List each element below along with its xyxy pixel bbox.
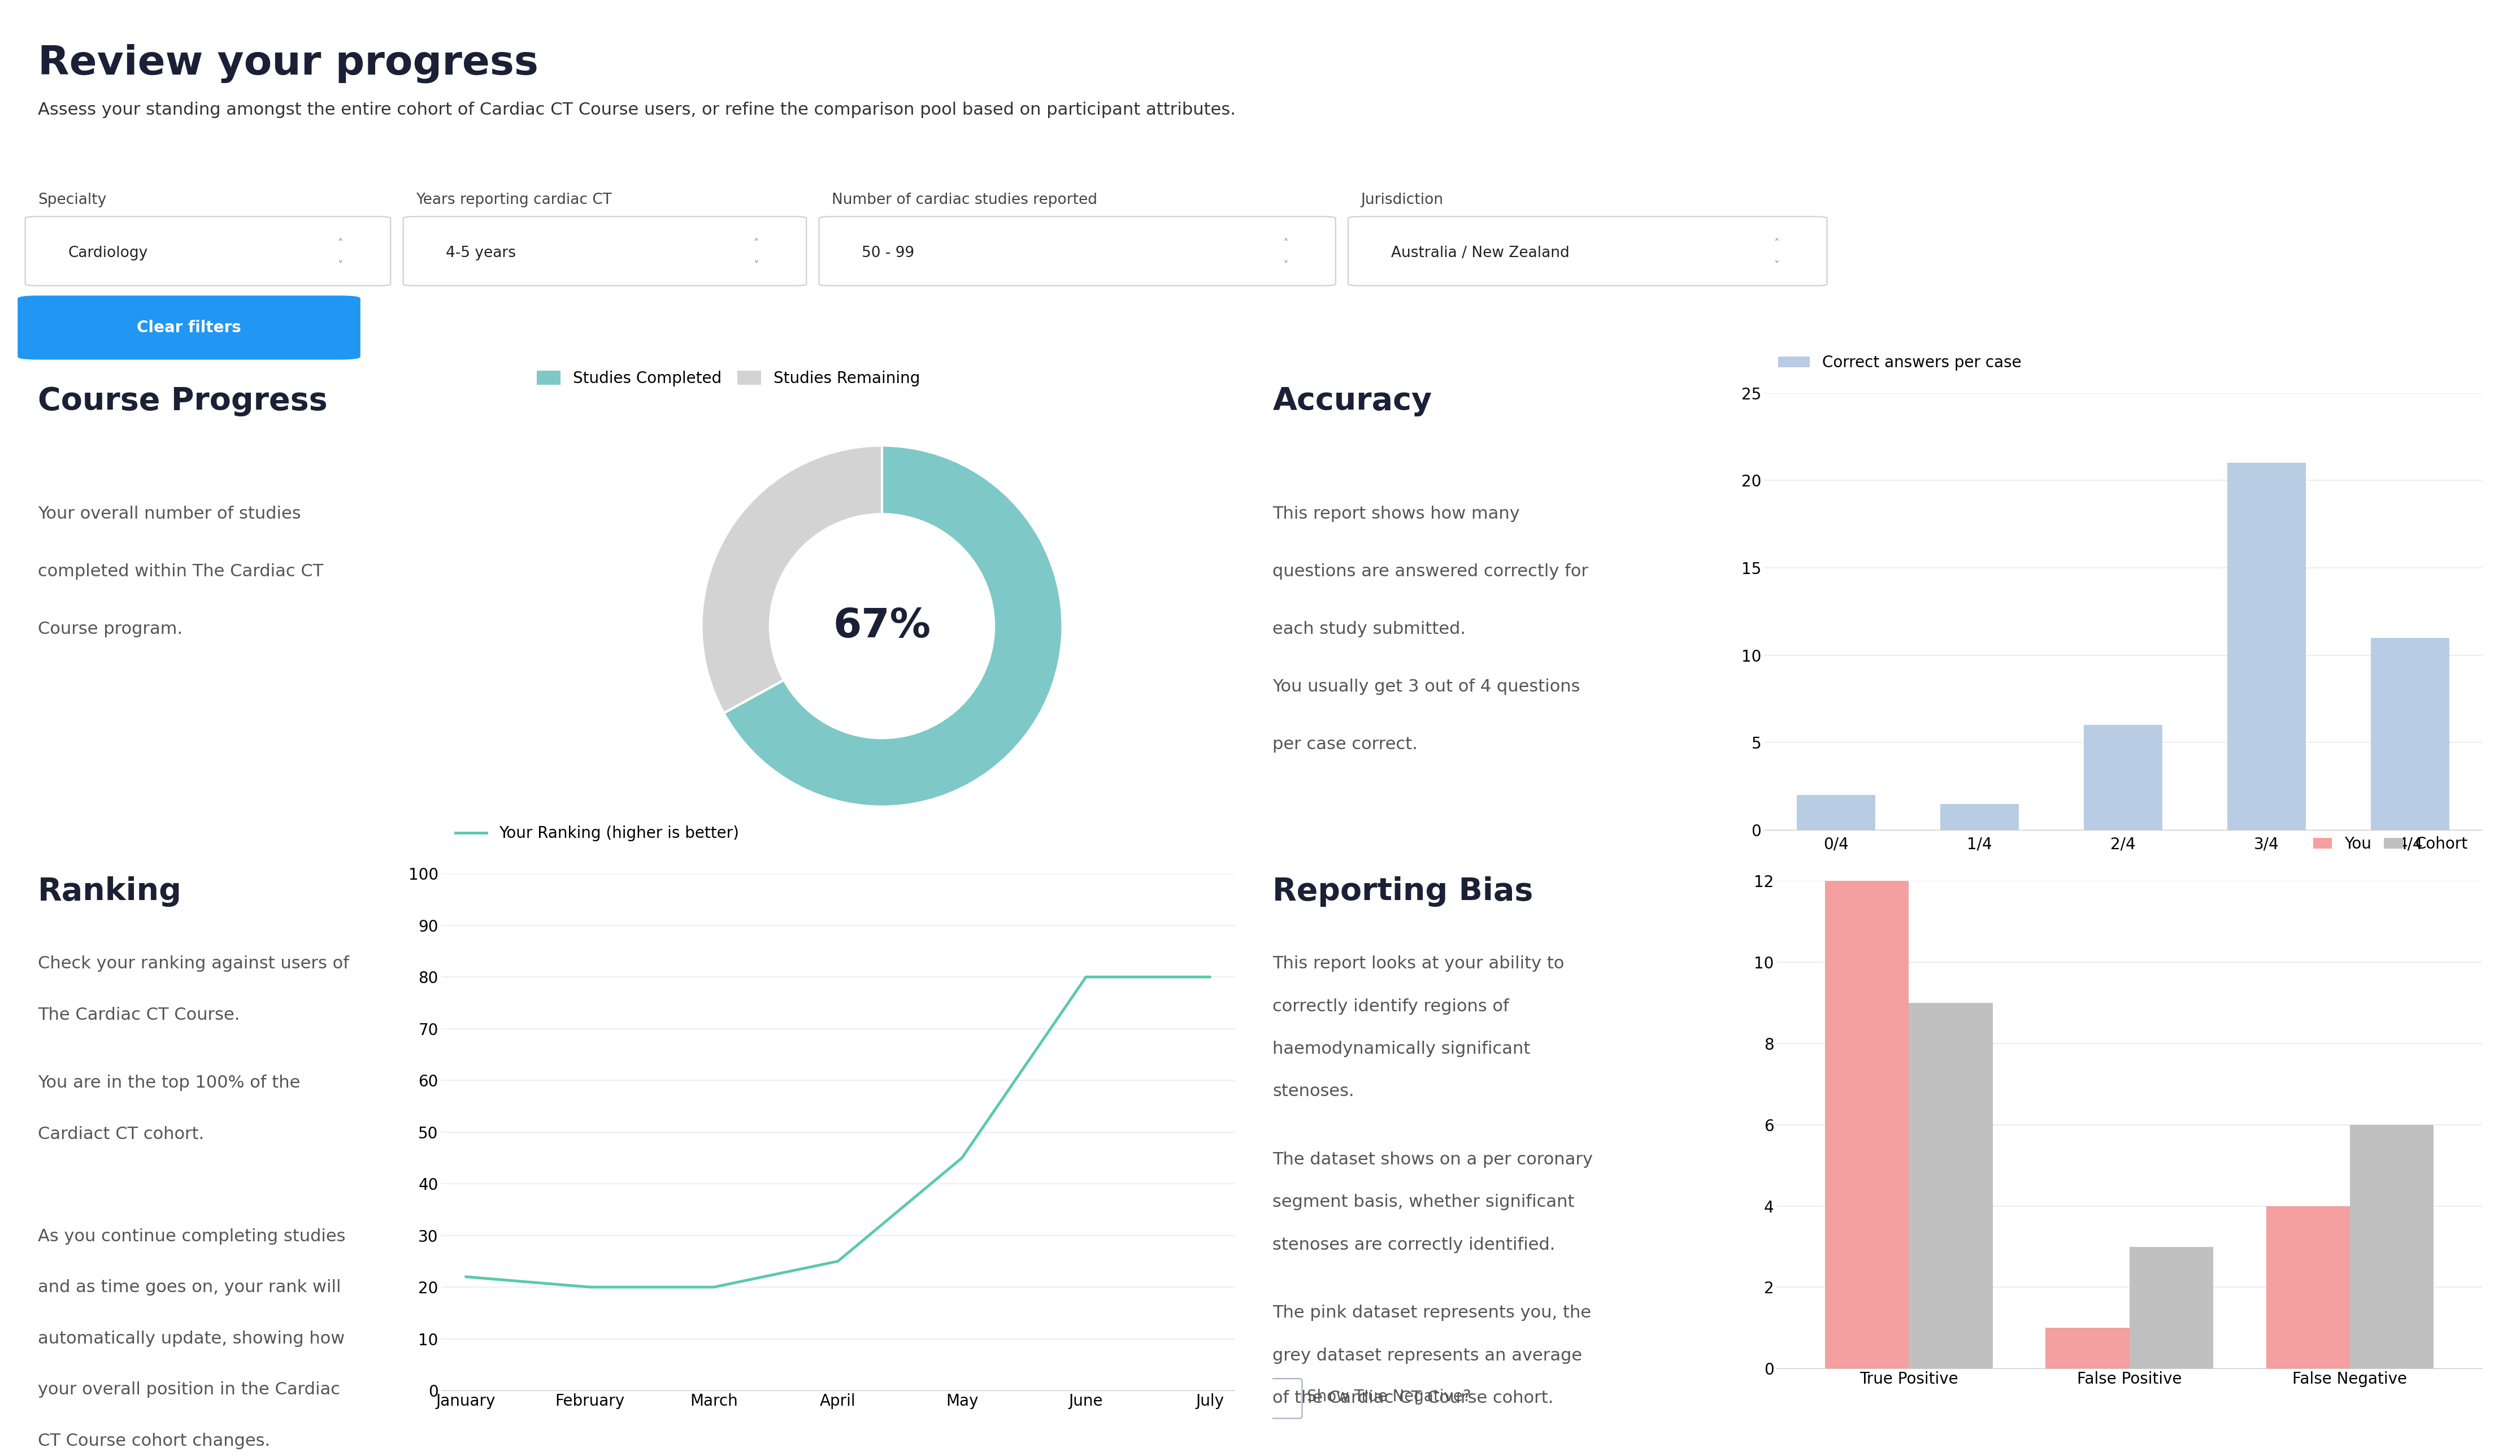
Text: ˄: ˄ [753, 239, 759, 249]
Text: ˅: ˅ [753, 261, 759, 271]
Bar [1940, 804, 2019, 830]
Text: The Cardiac CT Course.: The Cardiac CT Course. [38, 1006, 239, 1024]
Text: completed within The Cardiac CT: completed within The Cardiac CT [38, 563, 323, 579]
Text: You usually get 3 out of 4 questions: You usually get 3 out of 4 questions [1273, 678, 1580, 695]
Text: Australia / New Zealand: Australia / New Zealand [1391, 246, 1570, 261]
Bar [1824, 881, 1910, 1369]
Text: The pink dataset represents you, the: The pink dataset represents you, the [1273, 1305, 1590, 1321]
Text: ˄: ˄ [1774, 239, 1779, 249]
Bar [2084, 725, 2162, 830]
Text: questions are answered correctly for: questions are answered correctly for [1273, 563, 1588, 579]
Text: correctly identify regions of: correctly identify regions of [1273, 999, 1509, 1015]
Text: ˄: ˄ [1283, 239, 1288, 249]
Text: grey dataset represents an average: grey dataset represents an average [1273, 1347, 1583, 1364]
Text: CT Course cohort changes.: CT Course cohort changes. [38, 1433, 270, 1449]
FancyBboxPatch shape [25, 217, 391, 285]
Text: per case correct.: per case correct. [1273, 737, 1419, 753]
Wedge shape [723, 446, 1063, 807]
Text: Years reporting cardiac CT: Years reporting cardiac CT [416, 194, 612, 208]
Legend: Correct answers per case: Correct answers per case [1772, 348, 2029, 377]
Text: haemodynamically significant: haemodynamically significant [1273, 1041, 1530, 1057]
Legend: You, Cohort: You, Cohort [2306, 830, 2475, 859]
Text: 4-5 years: 4-5 years [446, 246, 517, 261]
Text: Show True Negative?: Show True Negative? [1308, 1389, 1472, 1405]
Text: This report looks at your ability to: This report looks at your ability to [1273, 955, 1565, 973]
Wedge shape [701, 446, 882, 713]
Text: automatically update, showing how: automatically update, showing how [38, 1331, 345, 1347]
FancyBboxPatch shape [1348, 217, 1827, 285]
Text: of the Cardiac CT Course cohort.: of the Cardiac CT Course cohort. [1273, 1390, 1555, 1406]
Text: As you continue completing studies: As you continue completing studies [38, 1227, 345, 1245]
Legend: Your Ranking (higher is better): Your Ranking (higher is better) [449, 820, 746, 847]
Bar [2351, 1125, 2434, 1369]
Text: Specialty: Specialty [38, 194, 106, 208]
Text: ˅: ˅ [1283, 261, 1288, 271]
FancyBboxPatch shape [18, 296, 360, 360]
Text: segment basis, whether significant: segment basis, whether significant [1273, 1194, 1575, 1210]
Bar [1910, 1003, 1993, 1369]
Text: Assess your standing amongst the entire cohort of Cardiac CT Course users, or re: Assess your standing amongst the entire … [38, 102, 1235, 118]
Text: Review your progress: Review your progress [38, 44, 539, 83]
Text: and as time goes on, your rank will: and as time goes on, your rank will [38, 1280, 340, 1296]
Text: Number of cardiac studies reported: Number of cardiac studies reported [832, 194, 1096, 208]
Text: 67%: 67% [834, 607, 930, 645]
Text: Jurisdiction: Jurisdiction [1361, 194, 1444, 208]
Text: stenoses.: stenoses. [1273, 1083, 1353, 1099]
Text: Cardiact CT cohort.: Cardiact CT cohort. [38, 1125, 204, 1143]
Text: stenoses are correctly identified.: stenoses are correctly identified. [1273, 1236, 1555, 1254]
Text: You are in the top 100% of the: You are in the top 100% of the [38, 1075, 300, 1091]
Bar [2265, 1206, 2349, 1369]
FancyBboxPatch shape [403, 217, 806, 285]
FancyBboxPatch shape [1270, 1379, 1303, 1418]
Text: Course Progress: Course Progress [38, 386, 328, 416]
Text: Your overall number of studies: Your overall number of studies [38, 505, 300, 523]
Text: ˅: ˅ [1774, 261, 1779, 271]
Text: ˄: ˄ [338, 239, 343, 249]
Legend: Studies Completed, Studies Remaining: Studies Completed, Studies Remaining [537, 371, 920, 386]
Bar [2046, 1328, 2129, 1369]
Text: Check your ranking against users of: Check your ranking against users of [38, 955, 350, 973]
Text: Clear filters: Clear filters [136, 320, 242, 335]
Text: Cardiology: Cardiology [68, 246, 149, 261]
Text: each study submitted.: each study submitted. [1273, 622, 1467, 638]
Text: Reporting Bias: Reporting Bias [1273, 877, 1532, 907]
Text: Ranking: Ranking [38, 877, 181, 907]
Bar [2371, 638, 2449, 830]
Text: Course program.: Course program. [38, 622, 181, 638]
Bar [2129, 1246, 2213, 1369]
Text: 50 - 99: 50 - 99 [862, 246, 915, 261]
Bar [1797, 795, 1875, 830]
FancyBboxPatch shape [819, 217, 1336, 285]
Text: your overall position in the Cardiac: your overall position in the Cardiac [38, 1382, 340, 1398]
Text: ˅: ˅ [338, 261, 343, 271]
Text: The dataset shows on a per coronary: The dataset shows on a per coronary [1273, 1152, 1593, 1168]
Text: This report shows how many: This report shows how many [1273, 505, 1520, 523]
Text: Accuracy: Accuracy [1273, 386, 1431, 416]
Bar [2228, 463, 2306, 830]
